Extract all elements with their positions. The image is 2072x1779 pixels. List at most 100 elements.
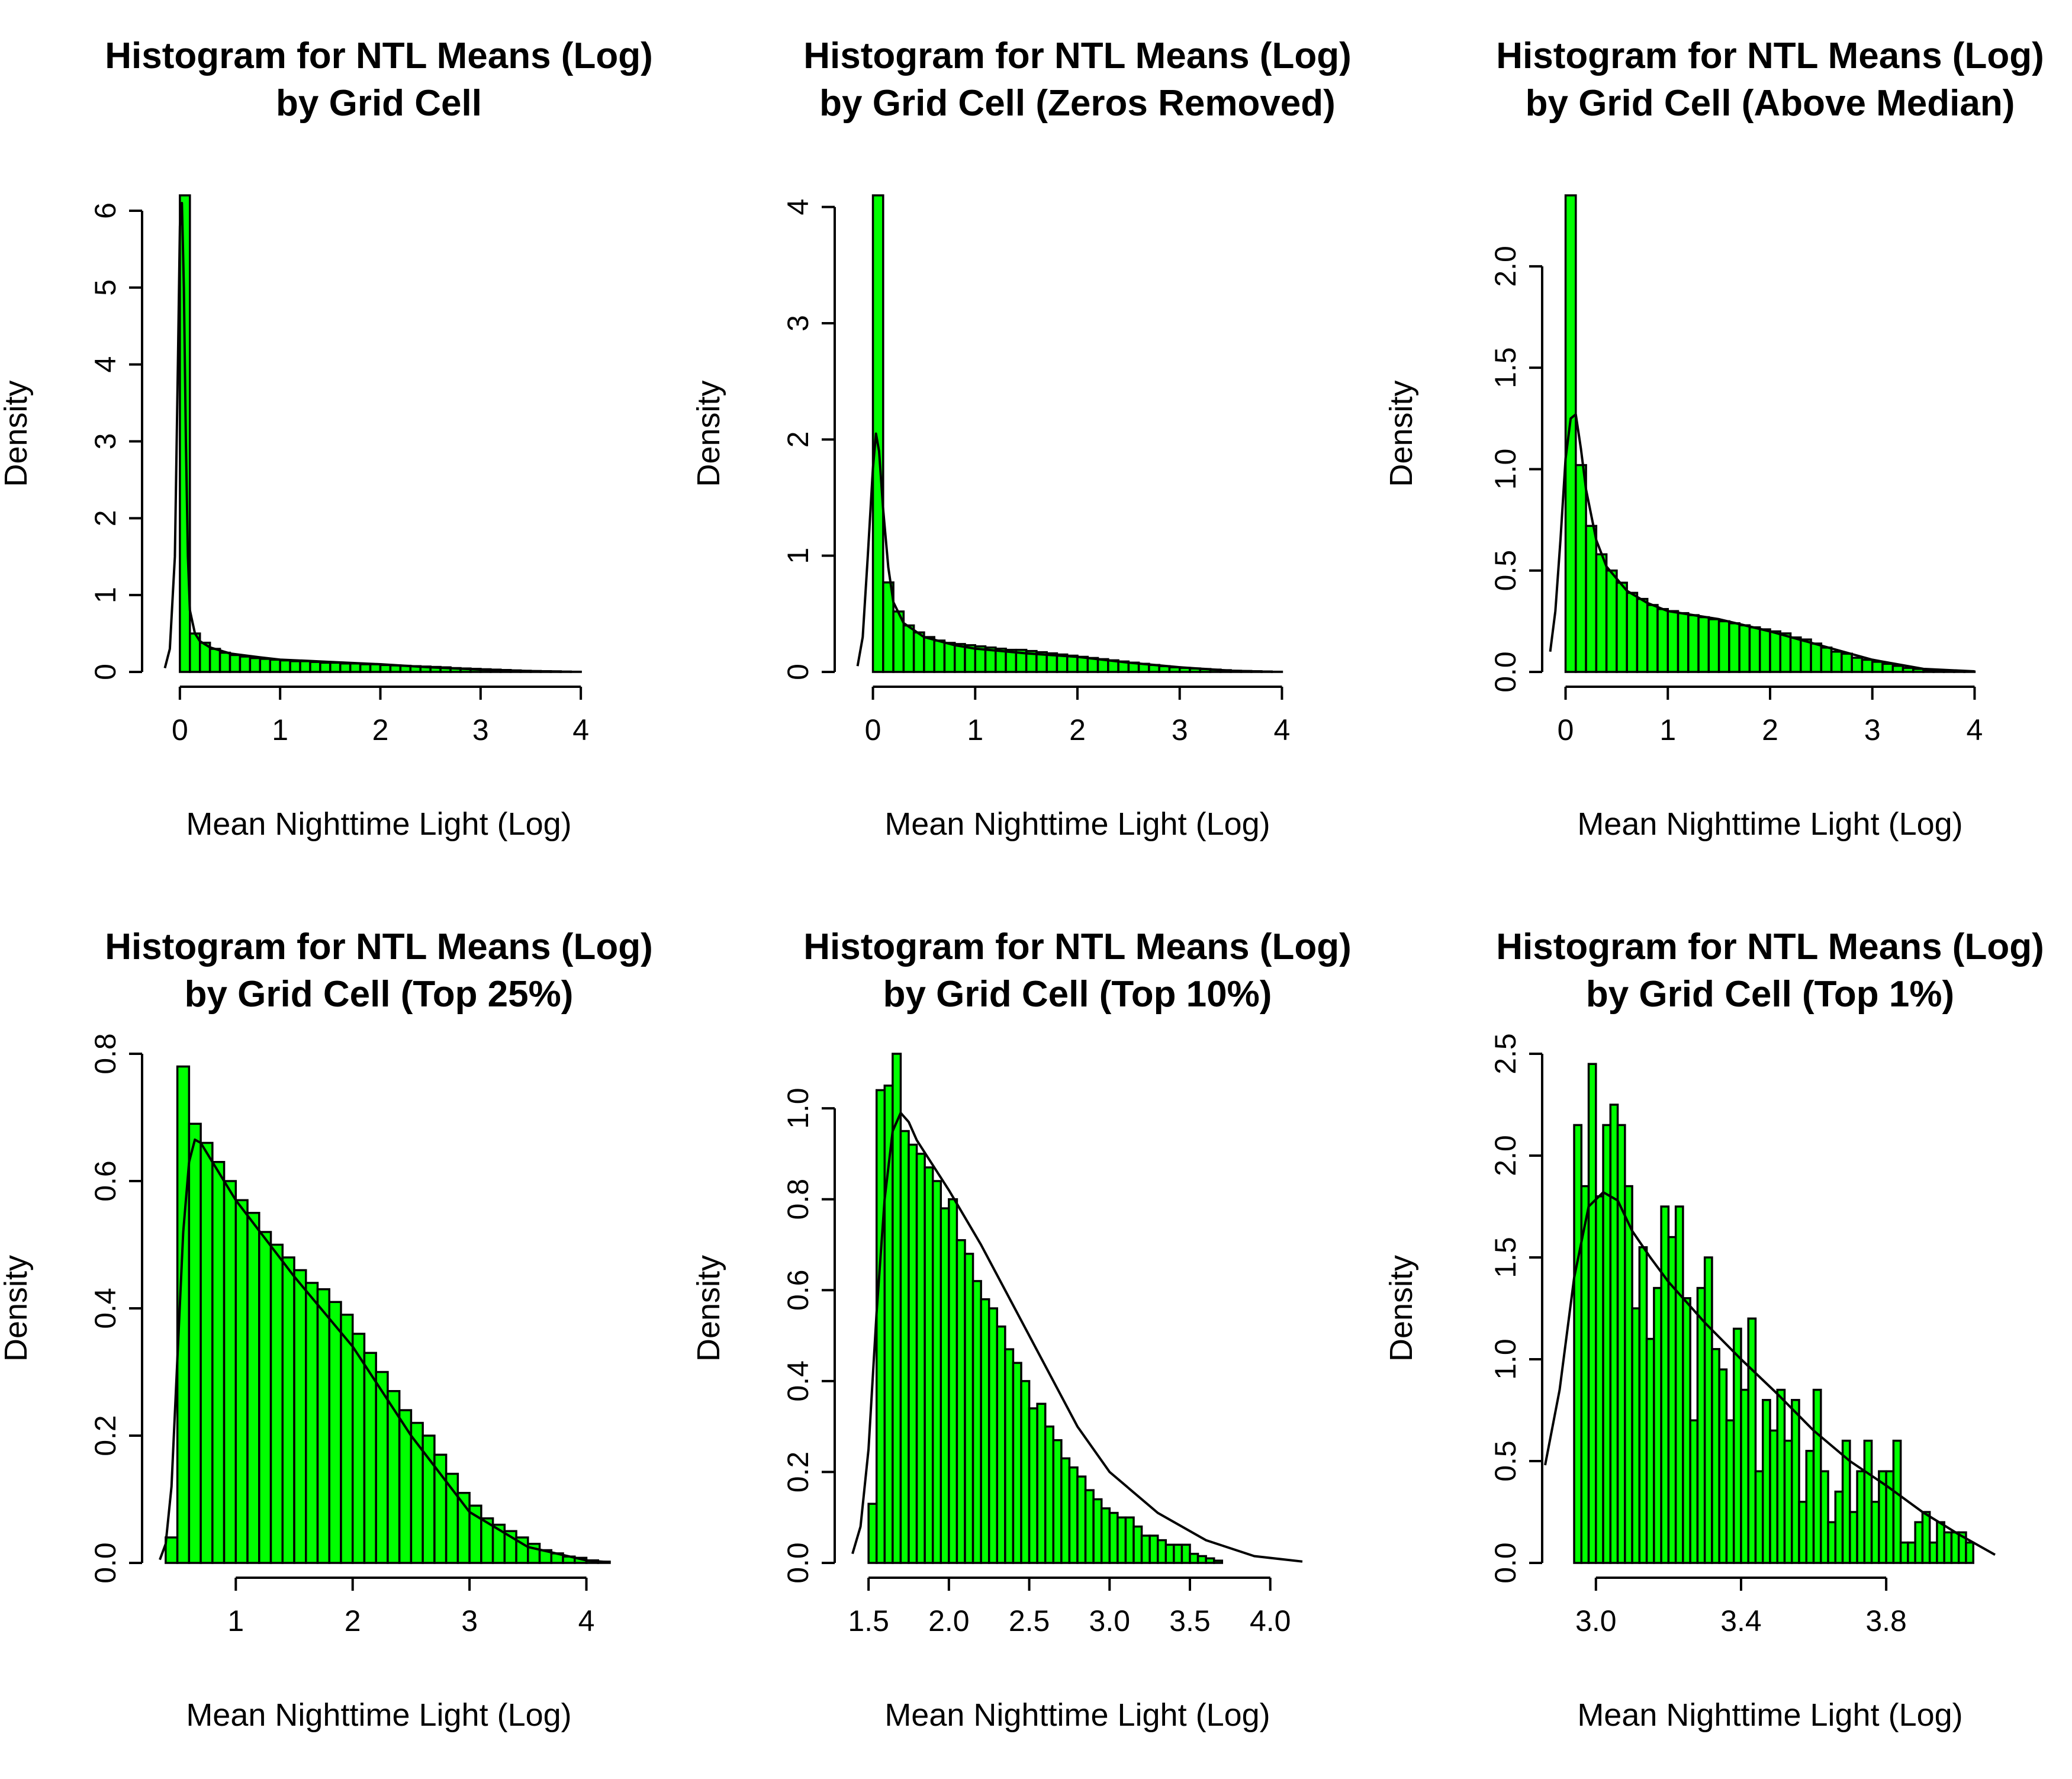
histogram-bar [213, 1162, 224, 1563]
y-tick-label: 1.0 [1489, 449, 1522, 490]
histogram-bar [290, 661, 300, 672]
histogram-bar [1174, 1545, 1182, 1563]
histogram-bar [1102, 1508, 1110, 1563]
histogram-bar [1951, 1532, 1958, 1563]
histogram-bar [1719, 1369, 1726, 1563]
histogram-bar [230, 655, 240, 672]
histogram-bar [1632, 1308, 1639, 1563]
histogram-bar [1676, 1207, 1683, 1563]
x-axis-label: Mean Nighttime Light (Log) [186, 1697, 571, 1733]
histogram-bar [941, 1208, 949, 1563]
histogram-bar [1864, 1441, 1871, 1563]
histogram-bar [965, 1254, 973, 1563]
histogram-bar [1719, 621, 1729, 672]
y-tick-label: 0.2 [89, 1415, 122, 1456]
histogram-bar [1668, 611, 1678, 672]
histogram-bar [271, 1245, 283, 1564]
histogram-bar [306, 1283, 318, 1563]
chart-title-line-1: Histogram for NTL Means (Log) [803, 927, 1351, 967]
histogram-bar [1821, 648, 1831, 672]
y-axis-label: Density [0, 380, 34, 487]
histogram-bar [282, 1257, 294, 1563]
histogram-bar [1734, 1328, 1741, 1563]
chart-title-line-1: Histogram for NTL Means (Log) [105, 927, 652, 967]
histogram-bar [1596, 1196, 1603, 1563]
histogram-bar [1077, 1476, 1086, 1563]
histogram-bar [1067, 656, 1077, 672]
histogram-bar [236, 1200, 247, 1563]
histogram-bar [1069, 1468, 1077, 1563]
y-tick-label: 1 [89, 587, 122, 603]
histogram-bar [340, 664, 350, 672]
histogram-bar [166, 1537, 178, 1563]
histogram-bar [317, 1289, 329, 1563]
y-tick-label: 0.4 [89, 1288, 122, 1329]
histogram-bar [259, 1232, 271, 1563]
x-tick-label: 3.0 [1089, 1604, 1131, 1638]
histogram-bar [925, 1167, 933, 1563]
chart-title-line-2: by Grid Cell (Above Median) [1526, 83, 2015, 124]
histogram-bar [1077, 657, 1088, 672]
histogram-bar [1118, 1517, 1126, 1563]
histogram-bar [1857, 1471, 1864, 1563]
histogram-bar [1045, 1427, 1054, 1563]
x-tick-label: 3 [1172, 713, 1188, 747]
y-axis-label: Density [1384, 1255, 1419, 1362]
histogram-bar [1785, 1441, 1792, 1563]
histogram-bar [220, 653, 230, 672]
histogram-bar [1908, 1543, 1915, 1563]
histogram-bar [1566, 195, 1576, 672]
x-tick-label: 2 [1762, 713, 1778, 747]
histogram-bar [1709, 619, 1719, 672]
histogram-bar [1627, 593, 1637, 672]
histogram-bar [1770, 1430, 1777, 1563]
x-tick-label: 2 [372, 713, 389, 747]
histogram-bar [1690, 1420, 1697, 1563]
chart-title-line-2: by Grid Cell (Top 1%) [1586, 974, 1954, 1015]
x-tick-label: 0 [1558, 713, 1574, 747]
histogram-bar [361, 664, 371, 672]
x-axis-label: Mean Nighttime Light (Log) [186, 806, 571, 842]
chart-title-line-2: by Grid Cell (Top 10%) [883, 974, 1272, 1015]
y-tick-label: 0.5 [1489, 1440, 1522, 1482]
histogram-bar [341, 1315, 353, 1563]
histogram-bar [1654, 1288, 1661, 1563]
histogram-bar [350, 664, 361, 672]
histogram-bar [1883, 664, 1893, 672]
x-tick-label: 4 [1274, 713, 1291, 747]
histogram-bar [997, 1327, 1005, 1563]
y-tick-label: 1 [781, 548, 815, 564]
x-tick-label: 3 [461, 1604, 478, 1638]
histogram-bar [1610, 1105, 1617, 1563]
histogram-bar [1763, 1400, 1770, 1563]
y-tick-label: 3 [89, 433, 122, 450]
histogram-bar [1850, 1512, 1857, 1563]
x-tick-label: 4 [578, 1604, 595, 1638]
histogram-bar [1705, 1257, 1712, 1563]
y-tick-label: 1.0 [1489, 1339, 1522, 1380]
histogram-bar [240, 657, 250, 672]
y-tick-label: 0 [89, 664, 122, 680]
histogram-bar [1835, 1492, 1842, 1563]
chart-title-line-2: by Grid Cell [276, 83, 482, 124]
histogram-bar [1596, 554, 1606, 672]
histogram-bar [1688, 615, 1698, 672]
histogram-bar [1005, 1349, 1014, 1563]
histogram-bar [1893, 666, 1903, 672]
histogram-bar [957, 1240, 965, 1563]
histogram-bar [1792, 1400, 1799, 1563]
x-tick-label: 1.5 [848, 1604, 889, 1638]
histogram-bar [873, 195, 883, 672]
histogram-bar [247, 1213, 259, 1563]
histogram-bar [330, 662, 340, 672]
histogram-bar [1586, 526, 1596, 672]
histogram-bar [1922, 1512, 1929, 1563]
x-tick-label: 3.4 [1720, 1604, 1762, 1638]
y-tick-label: 0.8 [89, 1033, 122, 1075]
histogram-bar [1872, 662, 1883, 672]
histogram-bar [1637, 599, 1647, 672]
histogram-bar [1647, 1339, 1654, 1563]
y-tick-label: 1.0 [781, 1088, 815, 1129]
histogram-bar [1029, 1408, 1038, 1563]
density-curve [165, 203, 561, 672]
